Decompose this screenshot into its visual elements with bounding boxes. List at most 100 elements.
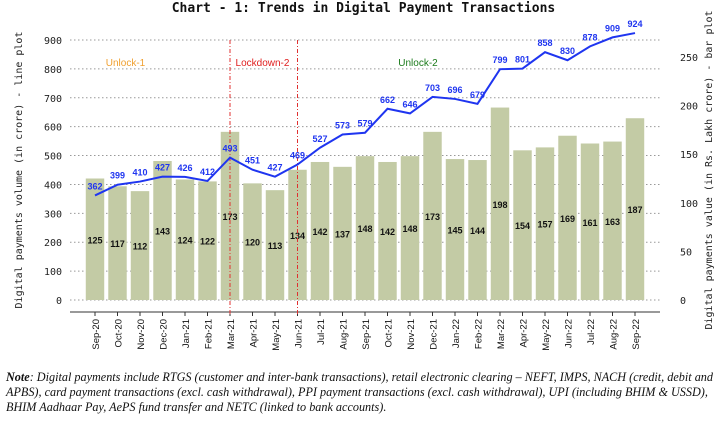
x-tick-label: Jun-21 xyxy=(294,319,305,348)
bar-label: 173 xyxy=(425,212,440,222)
bar-label: 144 xyxy=(470,226,485,236)
bar-label: 142 xyxy=(312,227,327,237)
bar xyxy=(378,161,397,300)
line-label: 662 xyxy=(380,95,395,105)
line-label: 493 xyxy=(222,144,237,154)
y-tick-label: 400 xyxy=(44,180,62,191)
y-tick-label: 200 xyxy=(44,238,62,249)
bar xyxy=(220,131,240,300)
note-text: : Digital payments include RTGS (custome… xyxy=(6,370,713,414)
line-label: 924 xyxy=(627,19,642,29)
x-tick-label: Mar-21 xyxy=(226,319,237,349)
bar xyxy=(108,186,127,300)
bar-label: 137 xyxy=(335,229,350,239)
x-tick-label: Dec-21 xyxy=(429,319,440,350)
bar xyxy=(130,191,150,300)
line-label: 362 xyxy=(87,181,102,191)
bar xyxy=(468,160,487,300)
y2-tick-label: 50 xyxy=(680,247,692,258)
bar-label: 117 xyxy=(110,239,125,249)
bar xyxy=(445,159,465,300)
line-label: 427 xyxy=(267,163,282,173)
bar xyxy=(333,166,352,300)
phase-annotation: Unlock-1 xyxy=(106,58,146,69)
bar-label: 122 xyxy=(200,237,215,247)
bar xyxy=(400,156,420,300)
bar xyxy=(85,178,105,300)
bar-label: 124 xyxy=(177,236,192,246)
x-tick-label: Feb-22 xyxy=(474,319,485,349)
x-tick-label: Jan-22 xyxy=(451,319,462,348)
y-tick-label: 700 xyxy=(44,94,62,105)
line-label: 801 xyxy=(515,55,530,65)
line-label: 469 xyxy=(290,151,305,161)
bar xyxy=(423,131,442,300)
bar xyxy=(558,135,577,300)
plot-area: 0 100 200 300 400 500 600 700 800 900 0 50 100 150 200… xyxy=(14,10,715,351)
bar-label: 113 xyxy=(268,241,283,251)
y2-tick-label: 150 xyxy=(680,150,698,161)
bar xyxy=(535,147,555,300)
bar-label: 143 xyxy=(155,227,170,237)
bar xyxy=(490,107,510,300)
bar-label: 154 xyxy=(515,221,530,231)
y-axis-label: Digital payments volume (in crore) - lin… xyxy=(14,32,25,309)
line-label: 410 xyxy=(132,168,147,178)
bar-label: 163 xyxy=(605,217,620,227)
y2-axis-label: Digital payments value (in Rs. Lakh cror… xyxy=(704,10,715,329)
x-tick-label: Nov-21 xyxy=(406,319,417,350)
x-tick-label: Sep-20 xyxy=(91,319,102,350)
bar-label: 120 xyxy=(245,238,260,248)
y-tick-label: 900 xyxy=(44,36,62,47)
x-tick-label: Apr-21 xyxy=(249,319,260,348)
line-label: 399 xyxy=(110,171,125,181)
bar xyxy=(355,156,375,300)
line-label: 679 xyxy=(470,90,485,100)
x-tick-label: Jan-21 xyxy=(181,319,192,348)
y-tick-label: 0 xyxy=(56,296,62,307)
bar-label: 148 xyxy=(357,224,372,234)
line-label: 573 xyxy=(335,120,350,130)
bar xyxy=(513,150,532,300)
y-tick-label: 300 xyxy=(44,209,62,220)
bar xyxy=(625,118,645,301)
y2-tick-label: 0 xyxy=(680,296,686,307)
x-tick-label: Mar-22 xyxy=(496,319,507,349)
x-tick-label: Aug-21 xyxy=(339,319,350,350)
y-tick-label: 800 xyxy=(44,65,62,76)
x-tick-label: Jul-22 xyxy=(586,319,597,345)
line-label: 412 xyxy=(200,167,215,177)
bar-label: 112 xyxy=(133,242,148,252)
line-label: 451 xyxy=(245,156,260,166)
y2-tick-label: 100 xyxy=(680,199,698,210)
x-tick-label: Apr-22 xyxy=(519,319,530,348)
line-label: 527 xyxy=(312,134,327,144)
phase-annotation: Unlock-2 xyxy=(398,58,438,69)
x-tick-label: Aug-22 xyxy=(609,319,620,350)
chart-title: Chart - 1: Trends in Digital Payment Tra… xyxy=(171,1,556,16)
bar xyxy=(603,141,622,300)
line-label: 909 xyxy=(605,23,620,33)
bar xyxy=(243,183,262,300)
x-tick-label: May-22 xyxy=(541,319,552,351)
bar xyxy=(580,143,600,300)
bar-label: 157 xyxy=(537,220,552,230)
x-tick-label: Sep-22 xyxy=(631,319,642,350)
y-tick-label: 600 xyxy=(44,123,62,134)
bar-label: 125 xyxy=(87,235,102,245)
x-tick-label: Nov-20 xyxy=(136,319,147,350)
phase-annotation: Lockdown-2 xyxy=(236,58,290,69)
bar-label: 169 xyxy=(560,214,575,224)
bar-label: 187 xyxy=(627,205,642,215)
line-label: 799 xyxy=(492,55,507,65)
bar xyxy=(175,179,195,300)
bar-label: 198 xyxy=(492,200,507,210)
line-label: 426 xyxy=(177,163,192,173)
x-tick-label: Jul-21 xyxy=(316,319,327,345)
y-tick-label: 100 xyxy=(44,267,62,278)
bar-label: 173 xyxy=(222,212,237,222)
bar-label: 161 xyxy=(582,218,597,228)
line-label: 646 xyxy=(402,99,417,109)
line-label: 830 xyxy=(560,46,575,56)
